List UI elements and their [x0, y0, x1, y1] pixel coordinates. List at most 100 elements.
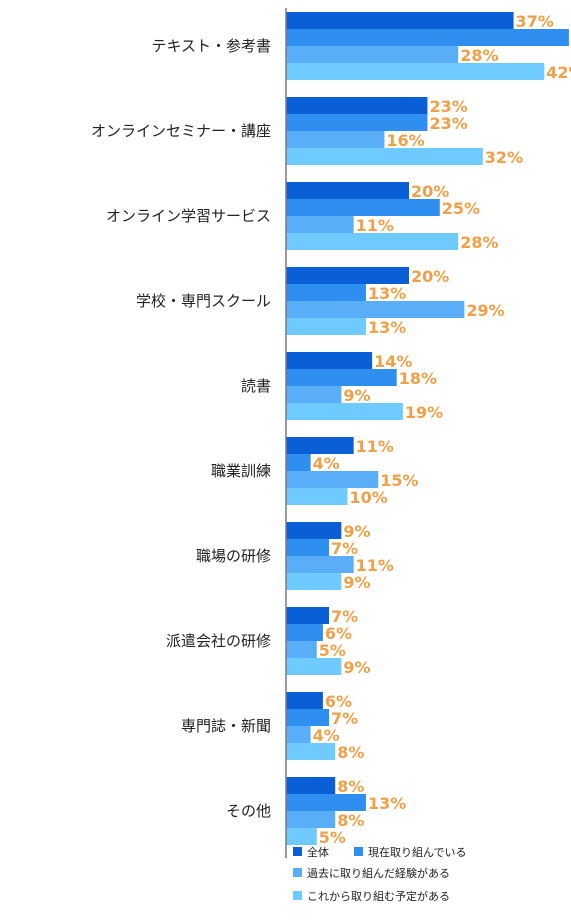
bar [286, 216, 354, 233]
data-label: 29% [466, 301, 504, 320]
bar [286, 267, 409, 284]
category-label: その他 [226, 802, 271, 820]
data-label: 42% [546, 63, 571, 82]
legend-label: 全体 [307, 845, 329, 859]
data-label: 8% [337, 777, 364, 796]
bar [286, 114, 428, 131]
data-label: 16% [386, 131, 424, 150]
bar [286, 46, 459, 63]
bar [286, 556, 354, 573]
category-label: 職業訓練 [211, 462, 271, 480]
data-label: 11% [356, 437, 394, 456]
data-label: 23% [429, 97, 467, 116]
bar [286, 386, 342, 403]
data-label: 5% [319, 828, 346, 847]
data-label: 11% [356, 216, 394, 235]
bar [286, 182, 409, 199]
category-label: 学校・専門スクール [136, 292, 271, 310]
data-label: 37% [516, 12, 554, 31]
data-label: 8% [337, 743, 364, 762]
bar [286, 63, 545, 80]
category-labels: テキスト・参考書オンラインセミナー・講座オンライン学習サービス学校・専門スクール… [91, 37, 271, 820]
bar [286, 658, 342, 675]
category-label: 派遣会社の研修 [166, 632, 271, 650]
bar [286, 811, 336, 828]
data-label: 28% [460, 233, 498, 252]
legend-label: これから取り組む予定がある [307, 889, 450, 903]
bar [286, 539, 330, 556]
data-label: 6% [325, 624, 352, 643]
data-label: 9% [343, 658, 370, 677]
category-label: テキスト・参考書 [151, 37, 271, 55]
data-label: 8% [337, 811, 364, 830]
bar [286, 403, 403, 420]
data-label: 9% [343, 522, 370, 541]
bar [286, 454, 311, 471]
data-label: 25% [442, 199, 480, 218]
category-label: オンラインセミナー・講座 [91, 122, 271, 140]
bar [286, 777, 336, 794]
bar [286, 726, 311, 743]
bar [286, 573, 342, 590]
bar [286, 743, 336, 760]
bar [286, 301, 465, 318]
data-label: 23% [429, 114, 467, 133]
bar [286, 624, 323, 641]
data-label: 13% [368, 794, 406, 813]
bar [286, 828, 317, 845]
legend-swatch [293, 891, 302, 900]
bar [286, 437, 354, 454]
bar [286, 471, 379, 488]
legend-swatch [293, 847, 302, 856]
data-label: 20% [411, 182, 449, 201]
bar [286, 318, 366, 335]
bar [286, 233, 459, 250]
bar [286, 199, 440, 216]
bar [286, 12, 514, 29]
bar [286, 29, 569, 46]
data-label: 13% [368, 284, 406, 303]
bar [286, 352, 373, 369]
data-label: 20% [411, 267, 449, 286]
data-label: 7% [331, 539, 358, 558]
data-label: 7% [331, 709, 358, 728]
legend-swatch [293, 868, 302, 877]
data-label: 32% [485, 148, 523, 167]
data-label: 9% [343, 386, 370, 405]
category-label: 読書 [241, 377, 271, 395]
value-labels: 37%46%28%42%23%23%16%32%20%25%11%28%20%1… [313, 12, 571, 847]
data-label: 6% [325, 692, 352, 711]
bar [286, 97, 428, 114]
category-label: 専門誌・新聞 [181, 717, 271, 735]
bars-layer [286, 12, 569, 845]
data-label: 11% [356, 556, 394, 575]
bar [286, 284, 366, 301]
category-label: オンライン学習サービス [106, 207, 271, 225]
bar [286, 794, 366, 811]
data-label: 4% [313, 454, 340, 473]
bar [286, 148, 483, 165]
legend-label: 過去に取り組んだ経験がある [307, 866, 450, 880]
bar [286, 522, 342, 539]
category-label: 職場の研修 [196, 547, 271, 565]
data-label: 28% [460, 46, 498, 65]
bar [286, 607, 330, 624]
data-label: 5% [319, 641, 346, 660]
data-label: 13% [368, 318, 406, 337]
data-label: 9% [343, 573, 370, 592]
data-label: 19% [405, 403, 443, 422]
data-label: 7% [331, 607, 358, 626]
legend-swatch [354, 847, 363, 856]
legend-label: 現在取り組んでいる [368, 846, 466, 859]
bar [286, 709, 330, 726]
data-label: 18% [399, 369, 437, 388]
bar [286, 369, 397, 386]
data-label: 15% [380, 471, 418, 490]
data-label: 4% [313, 726, 340, 745]
data-label: 14% [374, 352, 412, 371]
bar [286, 641, 317, 658]
data-label: 10% [350, 488, 388, 507]
bar [286, 488, 348, 505]
